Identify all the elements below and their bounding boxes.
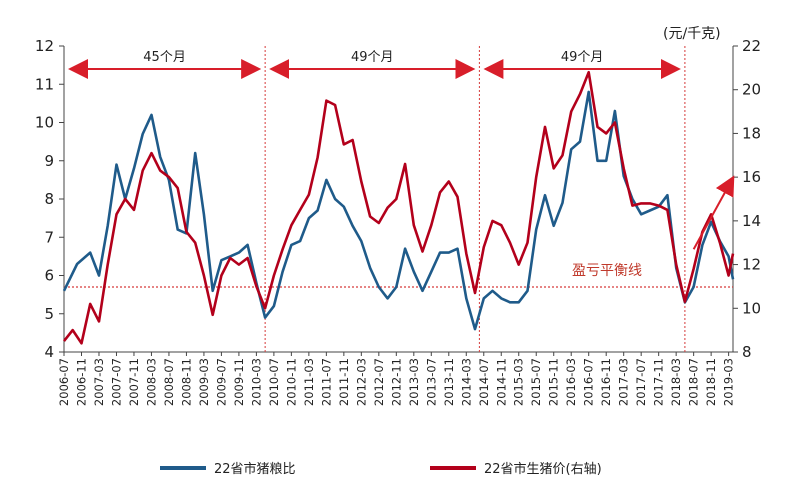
y-left-tick-label: 4 [44, 343, 54, 361]
y-right-tick-label: 18 [742, 124, 761, 142]
x-tick-label: 2013-11 [442, 358, 456, 406]
x-tick-label: 2009-07 [214, 358, 228, 406]
y-left-tick-label: 10 [35, 114, 54, 132]
x-tick-label: 2008-07 [162, 358, 176, 406]
x-tick-label: 2018-07 [687, 358, 701, 406]
x-tick-label: 2016-11 [599, 358, 613, 406]
x-tick-label: 2012-11 [389, 358, 403, 406]
x-tick-label: 2013-07 [424, 358, 438, 406]
legend-label: 22省市猪粮比 [214, 461, 296, 477]
y-left-tick-label: 12 [35, 37, 54, 55]
x-tick-label: 2014-11 [494, 358, 508, 406]
x-tick-label: 2014-03 [459, 358, 473, 406]
y-right-tick-label: 12 [742, 256, 761, 274]
x-tick-label: 2018-11 [704, 358, 718, 406]
x-tick-label: 2007-07 [109, 358, 123, 406]
x-tick-label: 2011-03 [302, 358, 316, 406]
x-tick-label: 2007-03 [92, 358, 106, 406]
x-tick-label: 2011-11 [337, 358, 351, 406]
breakeven-line-group: 盈亏平衡线 [64, 263, 733, 288]
x-tick-label: 2016-07 [582, 358, 596, 406]
cycle-dividers [264, 46, 686, 352]
x-tick-label: 2013-03 [407, 358, 421, 406]
x-tick-label: 2012-07 [372, 358, 386, 406]
y-left-tick-label: 11 [35, 75, 54, 93]
x-axis: 2006-07 2006-11 2007-03 2007-07 2007-11 2008-… [57, 352, 736, 406]
y-right-tick-label: 8 [742, 343, 752, 361]
x-tick-label: 2010-07 [267, 358, 281, 406]
x-tick-label: 2015-11 [547, 358, 561, 406]
x-tick-label: 2017-03 [617, 358, 631, 406]
x-tick-label: 2017-07 [634, 358, 648, 406]
x-tick-label: 2018-03 [669, 358, 683, 406]
x-tick-label: 2015-07 [529, 358, 543, 406]
y-left-tick-label: 7 [44, 228, 54, 246]
x-tick-label: 2016-03 [564, 358, 578, 406]
x-tick-label: 2012-03 [354, 358, 368, 406]
cycle-annotations: 45个月 49个月 49个月 [68, 50, 681, 79]
y-left-axis: 4 5 6 7 8 9 10 11 12 [35, 37, 64, 361]
y-right-tick-label: 14 [742, 212, 761, 230]
y-right-tick-label: 10 [742, 299, 761, 317]
series-line-hog-price [62, 70, 735, 345]
x-tick-label: 2017-11 [652, 358, 666, 406]
x-tick-label: 2009-11 [232, 358, 246, 406]
breakeven-label: 盈亏平衡线 [572, 263, 642, 279]
x-tick-label: 2019-03 [722, 358, 736, 406]
x-tick-label: 2006-11 [74, 358, 88, 406]
y-right-tick-label: 16 [742, 168, 761, 186]
x-tick-label: 2014-07 [477, 358, 491, 406]
series-lines [62, 70, 735, 345]
x-tick-label: 2010-03 [249, 358, 263, 406]
x-tick-label: 2008-11 [179, 358, 193, 406]
x-tick-label: 2011-07 [319, 358, 333, 406]
x-tick-label: 2007-11 [127, 358, 141, 406]
x-tick-label: 2010-11 [284, 358, 298, 406]
x-tick-label: 2008-03 [144, 358, 158, 406]
y-left-tick-label: 6 [44, 267, 54, 285]
x-tick-label: 2015-03 [512, 358, 526, 406]
trend-arrow [692, 175, 735, 250]
legend: 22省市猪粮比 22省市生猪价(右轴) [160, 461, 602, 477]
y-right-axis: 8 10 12 14 16 18 20 22 [733, 37, 761, 361]
cycle-label: 49个月 [561, 50, 604, 65]
y-right-tick-label: 20 [742, 81, 761, 99]
x-tick-label: 2009-03 [197, 358, 211, 406]
y-left-tick-label: 9 [44, 152, 54, 170]
right-axis-unit-label: (元/千克) [663, 26, 721, 42]
cycle-label: 45个月 [143, 50, 186, 65]
legend-label: 22省市生猪价(右轴) [484, 461, 602, 477]
y-right-tick-label: 22 [742, 37, 761, 55]
series-line-pig-grain-ratio [62, 90, 735, 331]
trend-arrow-group [692, 175, 735, 250]
cycle-label: 49个月 [351, 50, 394, 65]
y-left-tick-label: 8 [44, 190, 54, 208]
x-tick-label: 2006-07 [57, 358, 71, 406]
y-left-tick-label: 5 [44, 305, 54, 323]
